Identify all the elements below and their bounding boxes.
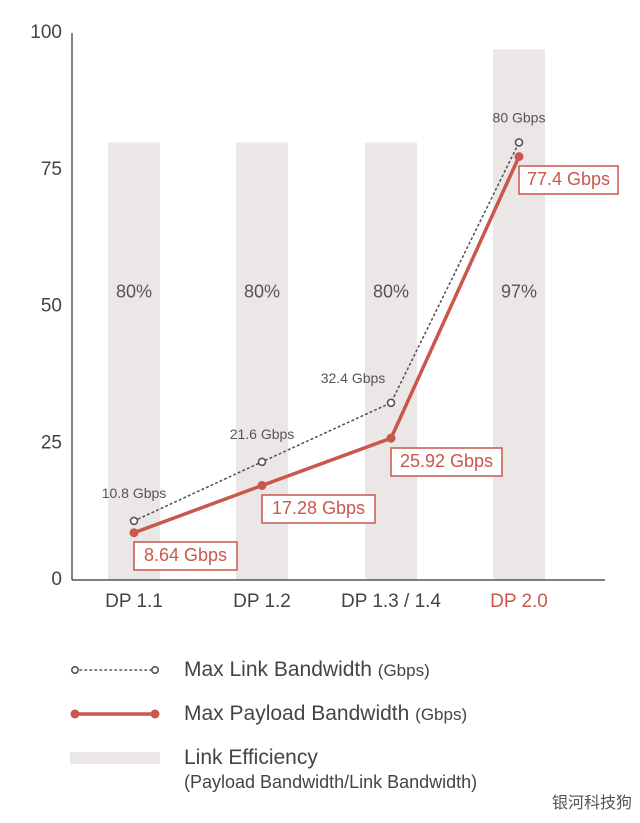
legend-label-link-bandwidth: Max Link Bandwidth [184, 658, 372, 681]
efficiency-bars [108, 49, 545, 581]
efficiency-label: 80% [244, 282, 280, 302]
payload-bandwidth-label-box [133, 541, 238, 571]
efficiency-label: 80% [373, 282, 409, 302]
y-tick-label: 75 [41, 159, 62, 180]
link-bandwidth-point [129, 516, 139, 526]
legend-item-payload-bandwidth: Max Payload Bandwidth (Gbps) [70, 702, 467, 727]
legend-sub-link-efficiency: (Payload Bandwidth/Link Bandwidth) [184, 772, 478, 792]
legend-label-payload-bandwidth: Max Payload Bandwidth [184, 702, 410, 725]
efficiency-label: 80% [116, 282, 152, 302]
legend-swatch-link-efficiency [70, 746, 160, 770]
link-bandwidth-label: 32.4 Gbps [321, 370, 386, 386]
payload-bandwidth-label: 77.4 Gbps [527, 169, 610, 189]
link-bandwidth-line [133, 141, 520, 522]
payload-bandwidth-label: 25.92 Gbps [400, 451, 493, 471]
legend-unit-payload-bandwidth: (Gbps) [415, 705, 468, 724]
efficiency-label: 97% [501, 282, 537, 302]
efficiency-bar [493, 49, 545, 581]
legend-label-link-efficiency: Link Efficiency [184, 746, 318, 769]
watermark: 银河科技狗 [551, 795, 632, 812]
payload-bandwidth-point [514, 152, 524, 162]
link-bandwidth-point [257, 457, 267, 467]
x-tick-label: DP 1.2 [233, 591, 291, 612]
efficiency-bar [108, 142, 160, 580]
y-tick-label: 25 [41, 432, 62, 453]
payload-bandwidth-label: 17.28 Gbps [272, 498, 365, 518]
axes: 0 25 50 75 100 DP 1.1 DP 1.2 DP 1.3 / 1.4 DP 2.0 [30, 22, 605, 612]
data-labels: 80% 80% 80% 97% 10.8 Gbps 21.6 Gbps 32.4 Gbps 8… [102, 109, 619, 571]
payload-bandwidth-point [386, 433, 396, 443]
legend-item-link-bandwidth: Max Link Bandwidth (Gbps) [70, 658, 430, 683]
x-tick-label: DP 1.3 / 1.4 [341, 591, 441, 612]
link-bandwidth-point [386, 398, 396, 408]
legend-swatch-payload-bandwidth [70, 702, 160, 726]
payload-bandwidth-label-box [390, 447, 503, 477]
link-bandwidth-label: 10.8 Gbps [102, 485, 167, 501]
y-tick-label: 0 [51, 569, 62, 590]
payload-bandwidth-point [129, 528, 139, 538]
y-tick-label: 50 [41, 296, 62, 317]
x-tick-label: DP 1.1 [105, 591, 163, 612]
payload-bandwidth-label: 8.64 Gbps [144, 545, 227, 565]
legend-unit-link-bandwidth: (Gbps) [377, 661, 430, 680]
legend-swatch-link-bandwidth [70, 658, 160, 682]
legend-item-link-efficiency: Link Efficiency (Payload Bandwidth/Link … [70, 746, 477, 794]
series-lines [129, 138, 524, 538]
payload-bandwidth-point [257, 480, 267, 490]
payload-bandwidth-line [133, 155, 521, 535]
y-tick-label: 100 [30, 22, 62, 43]
link-bandwidth-label: 21.6 Gbps [230, 426, 295, 442]
link-bandwidth-label: 80 Gbps [493, 109, 546, 125]
x-tick-label: DP 2.0 [490, 591, 548, 612]
payload-bandwidth-label-box [261, 494, 376, 524]
link-bandwidth-point [514, 138, 524, 147]
payload-bandwidth-label-box [518, 165, 619, 195]
